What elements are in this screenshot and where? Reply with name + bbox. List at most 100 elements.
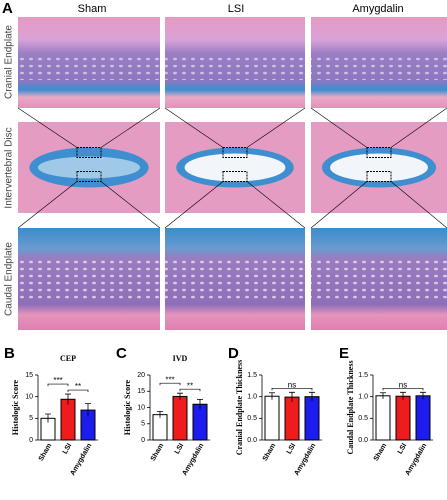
chart-title: IVD [173, 354, 188, 363]
y-tick-label: 0 [141, 437, 145, 444]
disc-inner [330, 153, 428, 182]
significance-bracket [67, 389, 89, 393]
bar [395, 395, 411, 441]
x-tick-label: Amygdalin [404, 442, 428, 477]
y-axis-label: Caudal Endplate Thickness [346, 360, 355, 454]
error-bar [309, 391, 315, 401]
bar [172, 395, 188, 441]
y-tick-label: 10 [25, 394, 33, 401]
y-tick-label: 1.5 [358, 372, 368, 379]
error-bar [400, 391, 406, 401]
panel-label: B [4, 345, 15, 362]
column-label: Amygdalin [352, 3, 403, 15]
zoom-box [222, 171, 248, 182]
x-tick-label: Sham [38, 442, 54, 462]
significance-label: *** [53, 376, 62, 385]
y-tick-label: 0.5 [358, 415, 368, 422]
disc-inner [184, 153, 286, 182]
x-tick-label: Amygdalin [293, 442, 317, 477]
x-tick-label: LSI [286, 442, 298, 455]
bar [375, 395, 391, 441]
y-tick-label: 1.0 [358, 394, 368, 401]
y-axis-label: Cranial Endplate Thickness [235, 360, 244, 455]
x-tick-label: Amygdalin [69, 442, 93, 477]
zoom-box [76, 171, 102, 182]
error-bar [269, 392, 275, 400]
zoom-box [366, 147, 392, 158]
significance-label: ns [288, 380, 296, 389]
micrographs [17, 17, 447, 330]
zoom-line [100, 107, 161, 148]
y-tick-label: 15 [25, 372, 33, 379]
panel-a: A Sham LSI Amygdalin Cranial Endplate In… [2, 0, 447, 330]
error-bar [177, 392, 183, 400]
zoom-line [100, 181, 161, 229]
y-tick-label: 20 [137, 372, 145, 379]
y-tick-label: 5 [141, 421, 145, 428]
zoom-line [390, 181, 447, 229]
micrograph-cells [18, 260, 160, 300]
x-tick-label: Amygdalin [181, 442, 205, 477]
row-label: Intervertebral Disc [4, 127, 15, 208]
column-label: Sham [78, 3, 107, 15]
significance-label: ** [187, 381, 193, 390]
bar [415, 395, 431, 441]
y-tick-label: 0.5 [247, 415, 257, 422]
micrograph-cells [311, 55, 447, 80]
bar [152, 414, 168, 441]
micrograph-cells [311, 260, 447, 300]
error-bar [289, 391, 295, 402]
zoom-line [310, 181, 368, 229]
error-bar [65, 393, 71, 405]
zoom-line [17, 181, 78, 229]
bar [60, 398, 76, 441]
zoom-line [246, 181, 306, 229]
x-tick-label: LSI [174, 442, 186, 455]
error-bar [45, 413, 51, 423]
column-label: LSI [228, 3, 245, 15]
zoom-box [76, 147, 102, 158]
y-tick-label: 10 [137, 404, 145, 411]
y-tick-label: 0 [29, 437, 33, 444]
x-tick-label: LSI [62, 442, 74, 455]
chart-title: CEP [60, 354, 76, 363]
micrograph-cells [165, 55, 305, 80]
significance-bracket [179, 388, 201, 392]
zoom-line [164, 107, 224, 148]
error-bar [157, 411, 163, 418]
row-label: Cranial Endplate [4, 25, 15, 99]
panel-label: A [2, 0, 13, 17]
error-bar [380, 392, 386, 399]
significance-bracket [159, 382, 181, 386]
y-tick-label: 5 [29, 415, 33, 422]
panel-label: D [228, 345, 239, 362]
bar [284, 396, 300, 441]
bar [304, 396, 320, 441]
significance-label: ** [75, 382, 81, 391]
zoom-line [17, 107, 78, 148]
error-bar [197, 398, 203, 410]
zoom-line [390, 107, 447, 148]
y-tick-label: 1.5 [247, 372, 257, 379]
error-bar [85, 403, 91, 417]
x-tick-label: Sham [373, 442, 389, 462]
row-label: Caudal Endplate [4, 242, 15, 316]
zoom-box [222, 147, 248, 158]
zoom-line [164, 181, 224, 229]
x-tick-label: Sham [150, 442, 166, 462]
error-bar [420, 391, 426, 400]
y-axis-label: Histologic Score [11, 379, 20, 435]
significance-bracket [47, 383, 69, 387]
y-axis-label: Histologic Score [123, 379, 132, 435]
significance-label: ns [399, 380, 407, 389]
significance-bracket [271, 387, 313, 391]
significance-bracket [382, 387, 424, 391]
x-tick-label: LSI [397, 442, 409, 455]
micrograph-cells [18, 55, 160, 80]
bar [192, 403, 208, 441]
zoom-line [246, 107, 306, 148]
y-tick-label: 0.0 [358, 437, 368, 444]
panel-label: E [339, 345, 349, 362]
